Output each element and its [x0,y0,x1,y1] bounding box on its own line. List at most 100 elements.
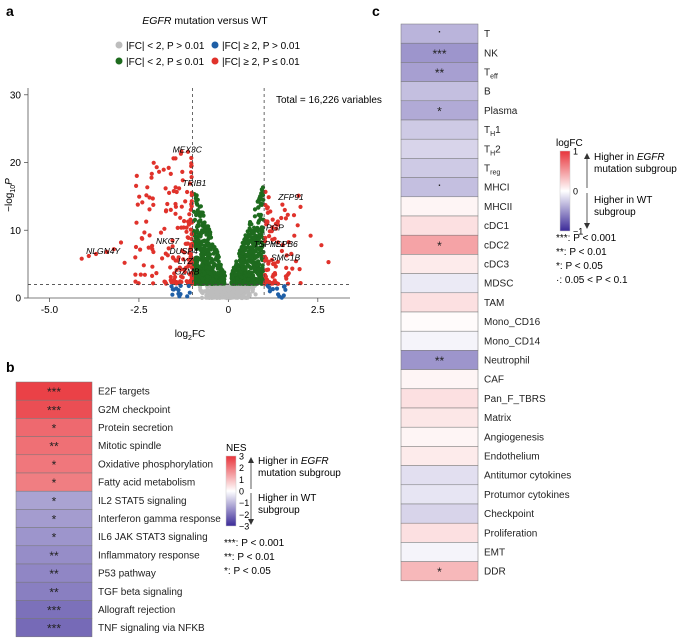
volcano-point [179,225,184,230]
volcano-point [253,243,258,248]
panel-label-a: a [6,3,14,19]
gene-label-nkg7: NKG7 [156,236,179,246]
volcano-point [176,255,181,260]
heatmap-row-label: Mono_CD16 [484,317,541,328]
nes-arrow-up-head [248,457,254,463]
volcano-point [262,272,268,278]
volcano-point [256,237,261,242]
volcano-point [133,279,138,284]
heatmap-row-label: cDC2 [484,240,509,251]
logfc-sig-1: ***: P < 0.001 [556,233,617,244]
volcano-point [275,259,280,264]
logfc-tick: −1 [573,227,583,237]
volcano-point [214,249,219,255]
volcano-point [283,287,288,292]
volcano-point [133,272,138,277]
y-tick-label: 0 [15,294,21,305]
x-tick-label: 0 [226,305,232,316]
volcano-point [252,266,257,271]
heatmap-cell [400,503,479,524]
significance-stars: *** [47,385,61,399]
volcano-point [174,189,179,195]
logfc-higher-top-2: mutation subgroup [594,164,677,175]
volcano-point [199,295,205,300]
heatmap-cell [400,292,479,313]
logfc-legend-title: logFC [556,138,583,149]
significance-stars: * [437,565,442,579]
heatmap-cell [400,119,479,140]
volcano-point [189,199,194,204]
volcano-point [245,239,250,244]
volcano-point [248,234,253,239]
volcano-point [173,156,178,161]
significance-stars: * [52,458,57,472]
volcano-point [260,277,265,282]
volcano-point [273,264,278,269]
volcano-point [171,277,177,282]
volcano-point [163,209,169,214]
volcano-point [202,224,207,229]
volcano-title: EGFR mutation versus WT [142,15,268,27]
volcano-point [216,264,221,269]
volcano-point [144,193,149,198]
logfc-higher-bottom-2: subgroup [594,207,636,218]
volcano-point [266,259,271,264]
volcano-point [298,204,303,209]
volcano-point [175,225,180,230]
volcano-point [269,257,275,262]
volcano-point [253,292,258,297]
volcano-point [188,181,193,186]
volcano-point [258,194,263,199]
volcano-point [267,289,272,294]
volcano-point [239,275,244,280]
volcano-point [150,196,155,201]
volcano-point [189,170,194,175]
volcano-point [207,235,212,240]
heatmap-cell [15,618,93,638]
volcano-point [196,238,201,243]
volcano-point [154,271,159,276]
volcano-point [252,207,258,212]
heatmap-cell [400,138,479,159]
significance-stars: ** [49,585,59,599]
volcano-point [157,169,162,174]
volcano-point [247,273,252,278]
volcano-point [198,218,203,223]
volcano-point [133,255,138,260]
volcano-point [297,267,302,272]
volcano-point [151,160,156,165]
volcano-point [199,252,204,257]
volcano-point [279,215,284,221]
logfc-higher-top: Higher in EGFR [594,152,665,163]
volcano-point [239,289,244,294]
volcano-point [235,276,240,281]
volcano-point [140,236,145,241]
volcano-point [140,200,145,205]
volcano-point [154,165,159,170]
y-tick-label: 10 [10,226,22,237]
legend-label-grey: |FC| < 2, P > 0.01 [126,41,205,52]
volcano-point [240,251,245,256]
volcano-point [271,261,276,267]
heatmap-row-label: Endothelium [484,452,540,463]
heatmap-cell [400,465,479,486]
volcano-point [289,251,294,256]
legend-dot-red [211,57,219,65]
gene-label-pgp: PGP [266,222,284,232]
legend-dot-grey [115,41,123,49]
nes-tick: −1 [239,498,249,508]
volcano-point [257,262,262,267]
volcano-point [261,197,266,202]
volcano-point [198,204,203,209]
volcano-point [194,212,199,218]
volcano-point [212,245,217,250]
legend-dot-blue [211,41,219,49]
volcano-point [291,213,297,218]
nes-legend: NES 32 1 0−1 −2 −3 Higher in EGFR mutation s… [224,443,341,577]
volcano-point [170,292,175,297]
volcano-point [267,234,272,239]
nes-tick: 1 [239,475,244,485]
volcano-point [255,277,261,283]
